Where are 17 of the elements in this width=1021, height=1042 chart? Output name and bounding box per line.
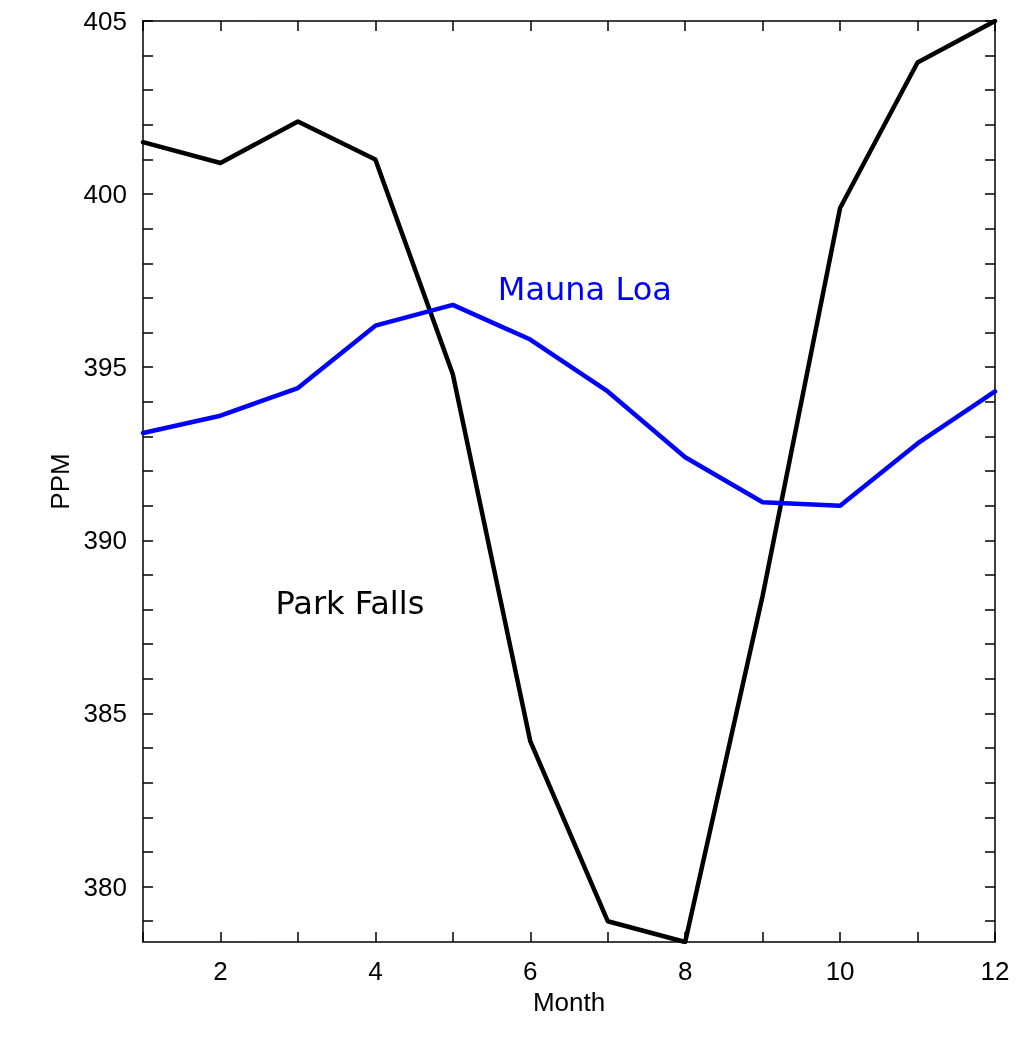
y-tick-label: 405 xyxy=(83,6,127,36)
y-tick-label: 390 xyxy=(83,525,127,556)
x-tick-label: 4 xyxy=(368,956,383,986)
series-label: Mauna Loa xyxy=(497,269,672,308)
y-tick-label: 380 xyxy=(83,871,127,902)
x-axis-title: Month xyxy=(532,986,606,1017)
line-series xyxy=(140,302,998,508)
x-tick-label: 2 xyxy=(213,956,228,986)
x-tick-label: 6 xyxy=(523,956,538,986)
y-tick-label: 385 xyxy=(83,698,127,729)
x-tick-label: 12 xyxy=(980,956,1010,986)
y-tick-label: 395 xyxy=(83,352,127,383)
x-tick-label: 8 xyxy=(677,956,693,986)
y-axis-title: PPM xyxy=(44,453,75,510)
x-tick-label: 10 xyxy=(825,956,855,986)
text: Park Falls xyxy=(275,583,425,622)
y-tick-label: 400 xyxy=(83,179,127,210)
